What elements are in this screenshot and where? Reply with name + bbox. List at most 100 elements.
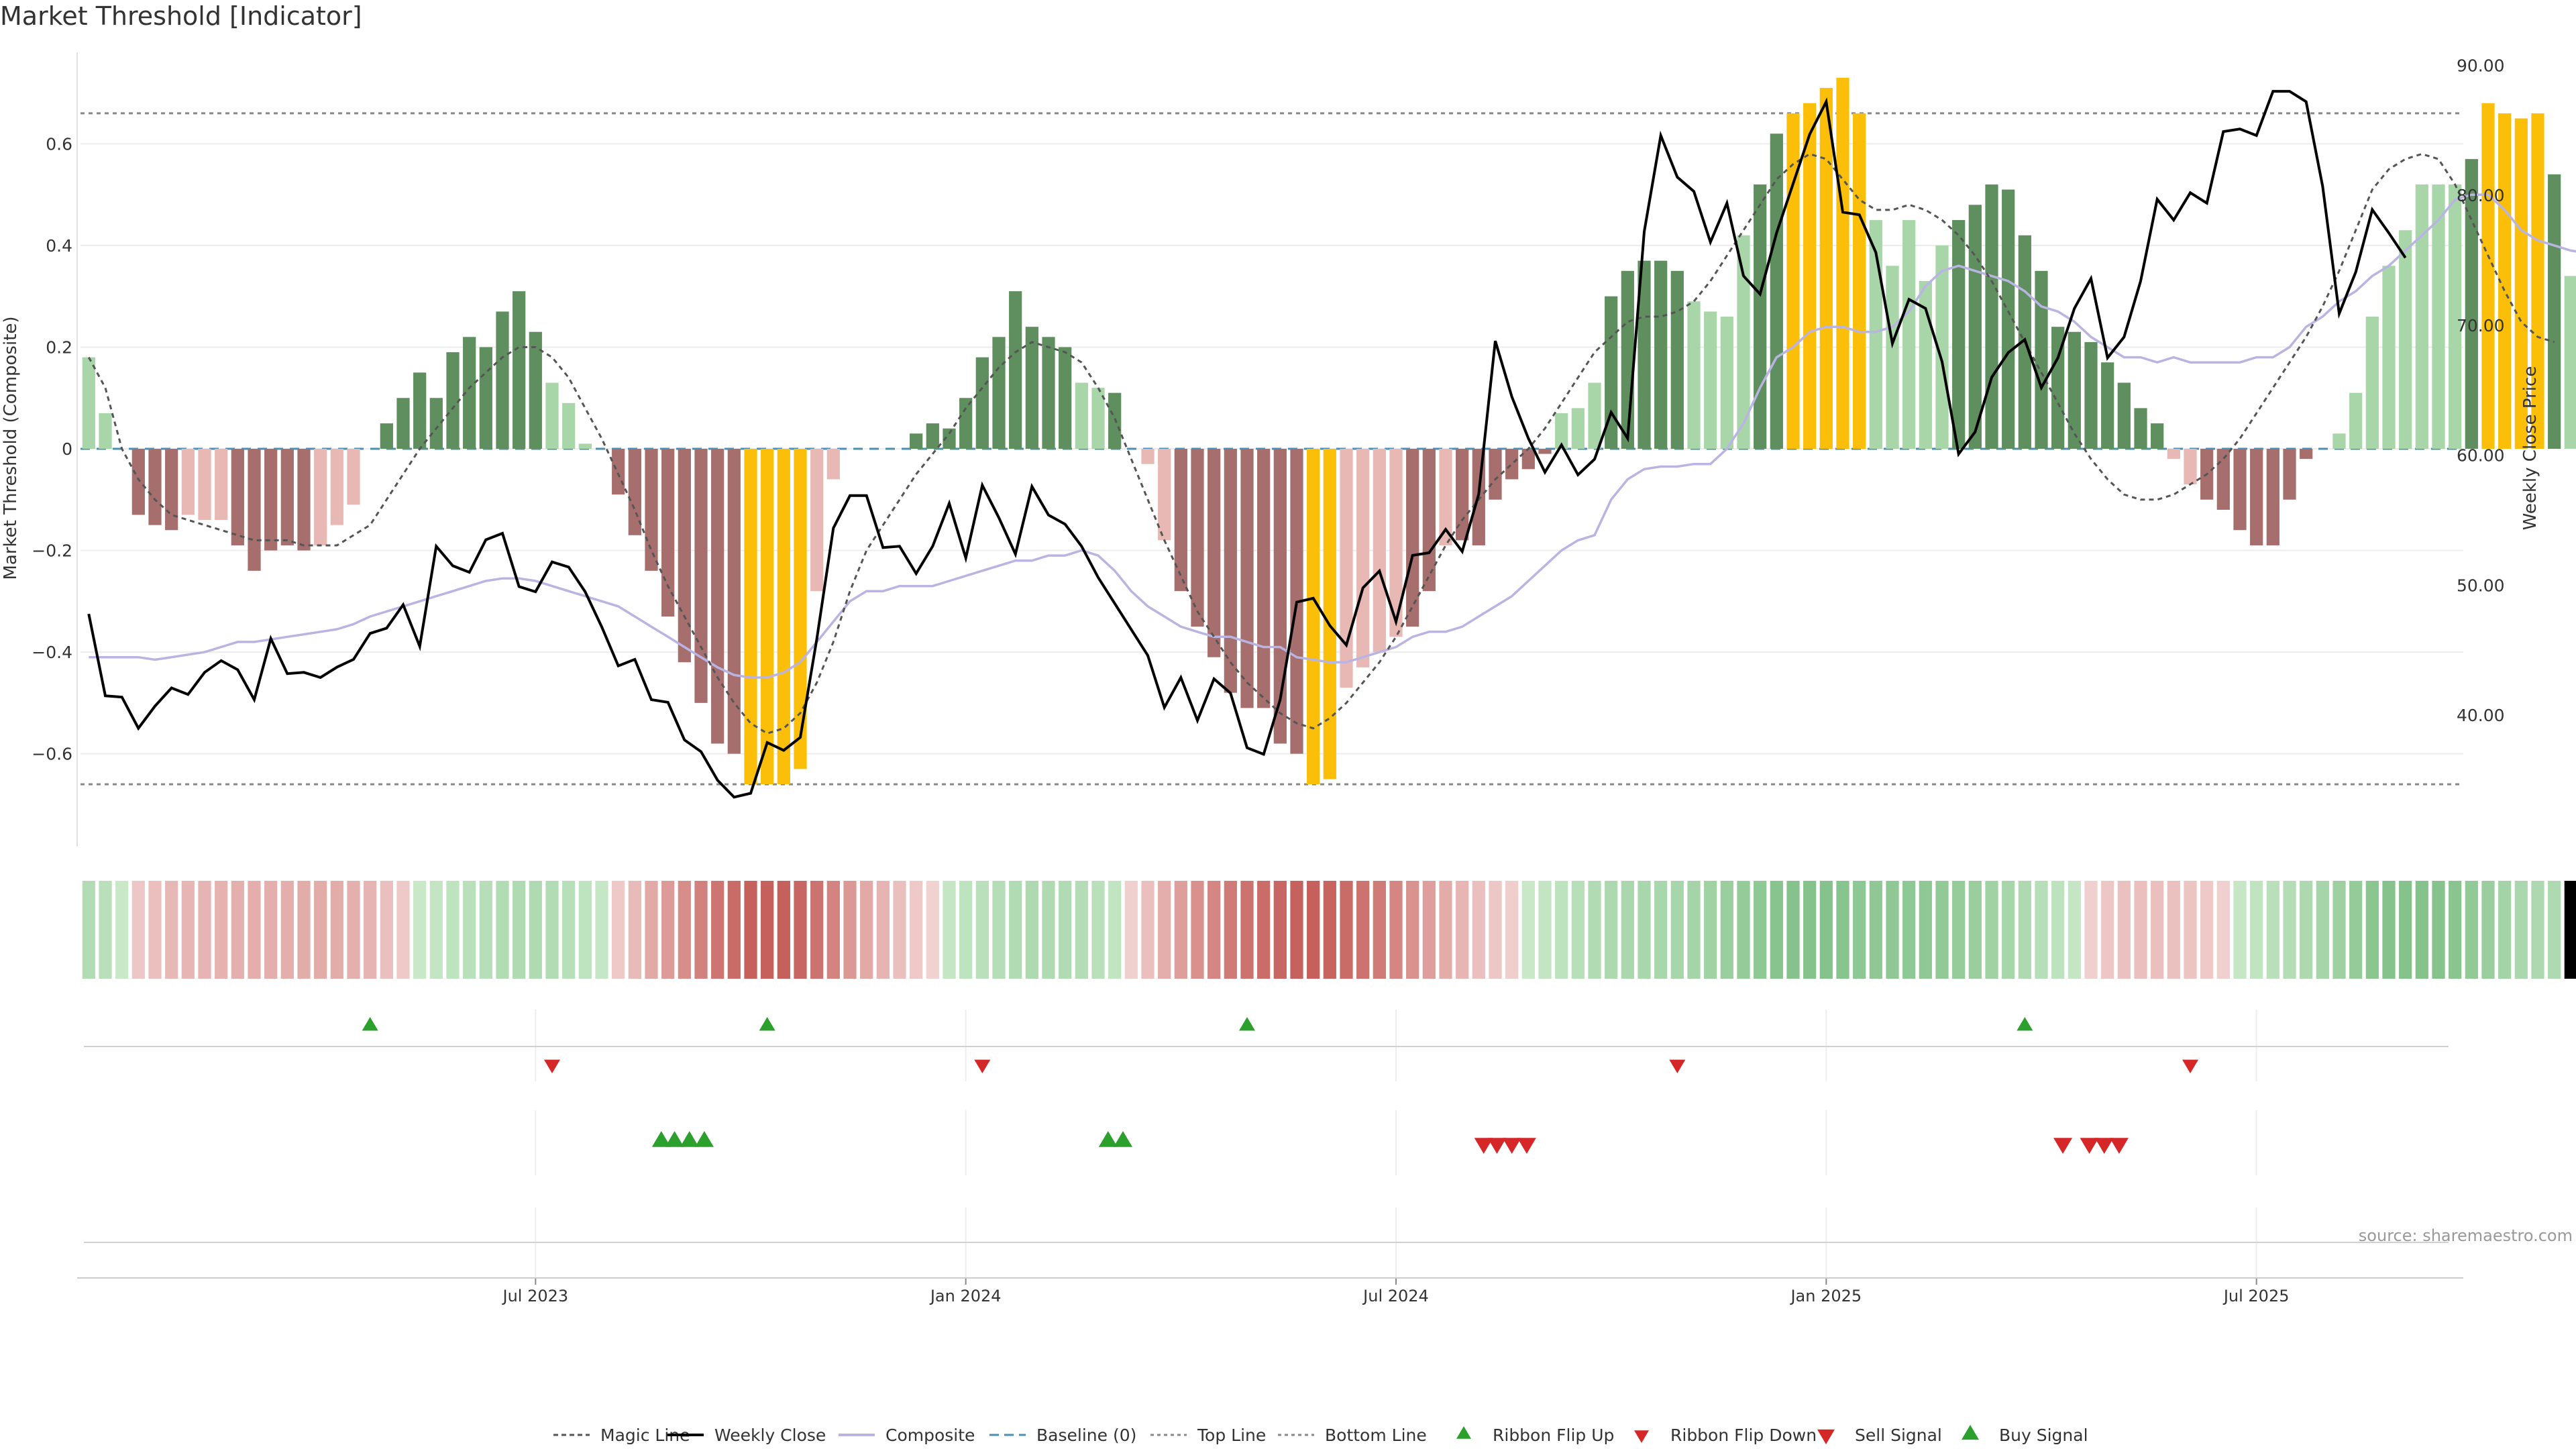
- composite-bar: [810, 449, 824, 592]
- composite-bar: [2184, 449, 2197, 485]
- ribbon-cell: [1819, 881, 1833, 979]
- ribbon-cell: [2250, 881, 2263, 979]
- composite-bar: [463, 337, 476, 449]
- composite-bar: [2216, 449, 2230, 510]
- ribbon-cell: [926, 881, 939, 979]
- ribbon-cell: [843, 881, 857, 979]
- composite-bar: [1754, 184, 1767, 449]
- sell-signal-marker: [2094, 1138, 2114, 1154]
- ribbon-cell: [1141, 881, 1155, 979]
- ribbon-cell: [1886, 881, 1899, 979]
- magic-line: [87, 152, 2555, 735]
- composite-bar: [1042, 337, 1055, 449]
- y2-tick-label: 60.00: [2457, 446, 2505, 466]
- ribbon-cell: [1538, 881, 1552, 979]
- composite-bar: [1952, 220, 1966, 449]
- ribbon-cell: [1704, 881, 1717, 979]
- composite-bar: [1505, 449, 1519, 480]
- composite-bar: [1588, 382, 1601, 449]
- composite-bar: [1737, 235, 1750, 449]
- composite-bar: [297, 449, 311, 551]
- ribbon-cell: [2233, 881, 2247, 979]
- ribbon-cell: [678, 881, 691, 979]
- ribbon-cell: [2216, 881, 2230, 979]
- composite-bar: [529, 331, 542, 449]
- ribbon-cell: [1687, 881, 1701, 979]
- composite-bar: [694, 449, 708, 703]
- ribbon-cell: [1770, 881, 1783, 979]
- composite-bar: [1968, 205, 1982, 449]
- composite-bar: [2465, 159, 2478, 449]
- composite-bar: [2167, 449, 2180, 460]
- composite-bar: [413, 372, 427, 449]
- y2-tick-label: 90.00: [2457, 56, 2505, 75]
- composite-bar: [1803, 103, 1817, 449]
- legend-label: Ribbon Flip Up: [1493, 1426, 1614, 1445]
- composite-bar: [446, 352, 460, 449]
- ribbon-cell: [1521, 881, 1535, 979]
- composite-bar: [231, 449, 244, 545]
- composite-bar: [380, 423, 393, 449]
- composite-bar: [2035, 270, 2048, 449]
- ribbon-cell: [1919, 881, 1932, 979]
- ribbon-cell: [1456, 881, 1469, 979]
- ribbon-cell: [1505, 881, 1519, 979]
- ribbon-cell: [1786, 881, 1800, 979]
- composite-bar: [1009, 291, 1022, 449]
- composite-bar: [1174, 449, 1187, 592]
- y-tick-label: 0.2: [46, 337, 72, 357]
- composite-bar: [2051, 327, 2065, 449]
- composite-bar: [248, 449, 261, 571]
- grid-layer: [80, 112, 2463, 1278]
- ribbon-cell: [1571, 881, 1585, 979]
- ribbon-cell: [1406, 881, 1419, 979]
- composite-bar: [1638, 260, 1651, 449]
- ribbon-cell: [1670, 881, 1684, 979]
- composite-bar: [926, 423, 939, 449]
- composite-bar: [2300, 449, 2313, 460]
- composite-bar: [2481, 103, 2495, 449]
- y2-axis-label: Weekly Close Price: [2520, 366, 2540, 531]
- composite-bars: [82, 77, 2576, 785]
- composite-bar: [1670, 270, 1684, 449]
- ribbon-strip: [82, 881, 2576, 979]
- ribbon-cell: [513, 881, 526, 979]
- composite-bar: [628, 449, 641, 535]
- ribbon-cell: [1124, 881, 1138, 979]
- ribbon-cell: [2316, 881, 2329, 979]
- sell-signal-marker: [1502, 1138, 1521, 1154]
- ribbon-cell: [1340, 881, 1353, 979]
- composite-bar: [2233, 449, 2247, 531]
- ribbon-cell: [364, 881, 377, 979]
- ribbon-cell: [992, 881, 1006, 979]
- legend-label: Bottom Line: [1325, 1426, 1427, 1445]
- composite-bar: [82, 357, 95, 449]
- ribbon-cell: [727, 881, 741, 979]
- composite-bar: [1059, 347, 1072, 449]
- ribbon-cell: [82, 881, 95, 979]
- buy-signal-marker: [694, 1131, 714, 1147]
- composite-bar: [264, 449, 278, 551]
- composite-bar: [215, 449, 228, 521]
- ribbon-cell: [578, 881, 592, 979]
- composite-bar: [1935, 245, 1949, 449]
- composite-bar: [2266, 449, 2279, 545]
- chart-title: Market Threshold [Indicator]: [0, 1, 362, 31]
- ribbon-cell: [876, 881, 890, 979]
- composite-bar: [678, 449, 691, 663]
- ribbon-cell: [148, 881, 162, 979]
- composite-bar: [1075, 382, 1088, 449]
- ribbon-cell: [1985, 881, 1998, 979]
- composite-bar: [777, 449, 790, 785]
- composite-bar: [99, 413, 112, 449]
- composite-bar: [2283, 449, 2296, 500]
- axes: −0.6 −0.4 −0.2 0 0.2 0.4 0.6 40.00 50.00 60.00 70.…: [32, 52, 2505, 1305]
- legend-label: Weekly Close: [714, 1426, 826, 1445]
- composite-bar: [578, 443, 592, 449]
- composite-bar: [2531, 113, 2544, 449]
- composite-bar: [826, 449, 840, 480]
- composite-bar: [761, 449, 774, 785]
- sell-signal-marker: [1487, 1138, 1507, 1154]
- composite-bar: [1456, 449, 1469, 541]
